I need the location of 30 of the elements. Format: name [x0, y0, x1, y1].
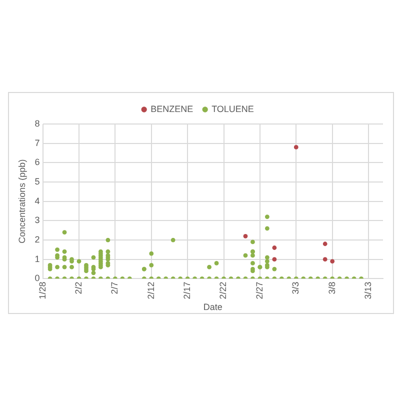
legend-label: BENZENE	[150, 104, 194, 114]
point	[272, 257, 277, 262]
x-tick-label: 2/12	[146, 282, 156, 300]
y-tick-label: 5	[34, 176, 40, 186]
x-tick-label: 2/22	[218, 282, 228, 300]
y-axis-title: Concentrations (ppb)	[16, 159, 27, 244]
y-tick-label: 8	[34, 118, 40, 128]
x-tick-label: 2/27	[254, 282, 264, 300]
point	[243, 234, 248, 238]
y-tick-label: 0	[34, 273, 40, 284]
y-tick-label: 1	[34, 254, 40, 264]
x-tick-label: 3/3	[290, 282, 301, 294]
x-tick-label: 2/17	[182, 282, 192, 300]
x-axis-title: Date	[203, 302, 222, 312]
y-tick-label: 7	[34, 138, 40, 148]
point	[294, 145, 298, 150]
point	[322, 242, 328, 246]
point	[330, 259, 335, 264]
y-tick-label: 3	[34, 215, 40, 226]
point	[322, 257, 328, 262]
y-tick-label: 2	[34, 234, 40, 244]
x-tick-label: 3/13	[363, 282, 374, 300]
y-tick-label: 6	[34, 157, 40, 168]
y-tick-label: 4	[34, 196, 40, 206]
x-tick-label: 2/2	[73, 282, 84, 294]
x-tick-label: 2/7	[110, 282, 120, 294]
legend-label: TOLUENE	[212, 104, 254, 114]
x-tick-label: 1/28	[37, 282, 48, 300]
point	[272, 246, 277, 250]
x-tick-label: 3/8	[326, 282, 337, 294]
